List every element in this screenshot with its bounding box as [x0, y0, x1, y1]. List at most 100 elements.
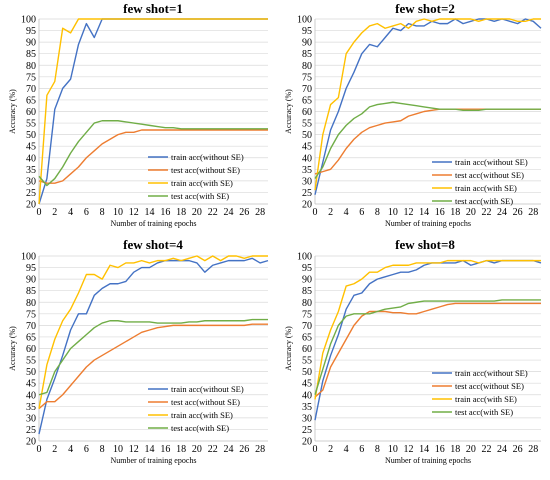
y-tick-label: 20 — [26, 200, 36, 211]
x-tick-label: 16 — [435, 207, 445, 218]
x-tick-label: 26 — [513, 207, 523, 218]
y-tick-label: 40 — [26, 153, 36, 164]
y-tick-label: 85 — [26, 49, 36, 60]
y-tick-label: 45 — [302, 142, 312, 153]
y-tick-label: 55 — [26, 356, 36, 367]
x-tick-label: 4 — [68, 207, 73, 218]
series-line-4 — [314, 299, 541, 395]
x-tick-label: 18 — [450, 207, 460, 218]
legend-label: train acc(without SE) — [455, 157, 528, 167]
y-tick-label: 30 — [302, 176, 312, 187]
y-tick-label: 50 — [302, 130, 312, 141]
series-line-4 — [38, 318, 268, 396]
y-tick-label: 80 — [302, 298, 312, 309]
y-tick-label: 35 — [302, 402, 312, 413]
y-tick-label: 25 — [302, 425, 312, 436]
y-tick-label: 60 — [26, 107, 36, 118]
x-tick-label: 14 — [145, 444, 155, 455]
x-tick-label: 2 — [52, 444, 57, 455]
y-tick-label: 55 — [302, 119, 312, 130]
x-tick-label: 18 — [450, 444, 460, 455]
x-axis-label: Number of training epochs — [111, 456, 197, 465]
chart-panel-1: few shot=1202530354045505560657075808590… — [8, 1, 268, 228]
y-tick-label: 85 — [26, 286, 36, 297]
series-line-1 — [38, 257, 269, 435]
y-tick-label: 60 — [26, 344, 36, 355]
chart-title: few shot=8 — [395, 237, 455, 252]
x-tick-label: 28 — [255, 444, 265, 455]
y-tick-label: 80 — [302, 61, 312, 72]
x-tick-label: 4 — [344, 207, 349, 218]
legend-label: train acc(with SE) — [455, 394, 517, 404]
series-line-4 — [38, 120, 268, 187]
legend-label: test acc(with SE) — [171, 191, 229, 201]
x-tick-label: 10 — [388, 444, 398, 455]
x-tick-label: 2 — [328, 444, 333, 455]
y-tick-label: 85 — [302, 286, 312, 297]
x-tick-label: 20 — [192, 207, 202, 218]
legend-label: train acc(without SE) — [455, 368, 528, 378]
y-tick-label: 75 — [26, 72, 36, 83]
x-tick-label: 24 — [224, 444, 234, 455]
x-tick-label: 20 — [466, 207, 476, 218]
legend-label: test acc(without SE) — [171, 397, 240, 407]
chart-panel-4: few shot=8202530354045505560657075808590… — [284, 237, 542, 465]
y-tick-label: 60 — [302, 344, 312, 355]
x-tick-label: 18 — [176, 444, 186, 455]
y-tick-label: 95 — [26, 263, 36, 274]
y-tick-label: 75 — [302, 72, 312, 83]
x-tick-label: 26 — [513, 444, 523, 455]
y-tick-label: 90 — [302, 275, 312, 286]
x-tick-label: 28 — [255, 207, 265, 218]
y-tick-label: 50 — [26, 130, 36, 141]
y-tick-label: 65 — [26, 332, 36, 343]
legend-label: test acc(without SE) — [455, 381, 524, 391]
y-tick-label: 20 — [26, 437, 36, 448]
y-tick-label: 45 — [26, 379, 36, 390]
x-axis-label: Number of training epochs — [385, 219, 471, 228]
legend: train acc(without SE) test acc(without SE… — [148, 152, 244, 201]
y-tick-label: 40 — [302, 153, 312, 164]
x-tick-label: 20 — [466, 444, 476, 455]
y-tick-label: 25 — [302, 188, 312, 199]
x-tick-label: 10 — [113, 444, 123, 455]
x-tick-label: 4 — [68, 444, 73, 455]
legend-label: test acc(with SE) — [455, 407, 513, 417]
x-tick-label: 14 — [419, 444, 429, 455]
series-line-3 — [314, 259, 541, 400]
y-tick-label: 70 — [302, 321, 312, 332]
x-tick-label: 14 — [419, 207, 429, 218]
legend-label: test acc(without SE) — [455, 170, 524, 180]
x-tick-label: 6 — [84, 207, 89, 218]
x-tick-label: 6 — [359, 207, 364, 218]
y-tick-label: 80 — [26, 61, 36, 72]
y-tick-label: 95 — [302, 26, 312, 37]
x-axis-label: Number of training epochs — [111, 219, 197, 228]
y-tick-label: 50 — [26, 367, 36, 378]
y-tick-label: 55 — [302, 356, 312, 367]
y-tick-label: 90 — [302, 38, 312, 49]
y-tick-label: 60 — [302, 107, 312, 118]
y-tick-label: 55 — [26, 119, 36, 130]
series-line-3 — [314, 18, 541, 191]
series-line-2 — [314, 302, 541, 398]
y-tick-label: 30 — [26, 413, 36, 424]
series-line-3 — [38, 255, 268, 409]
x-tick-label: 24 — [497, 207, 507, 218]
x-tick-label: 8 — [375, 207, 380, 218]
y-tick-label: 50 — [302, 367, 312, 378]
y-axis-label: Accuracy (%) — [8, 326, 17, 371]
y-tick-label: 70 — [26, 84, 36, 95]
y-tick-label: 35 — [302, 165, 312, 176]
x-tick-label: 8 — [100, 207, 105, 218]
y-tick-label: 30 — [302, 413, 312, 424]
x-tick-label: 22 — [208, 207, 218, 218]
chart-title: few shot=4 — [123, 237, 183, 252]
y-tick-label: 70 — [26, 321, 36, 332]
x-tick-label: 0 — [37, 207, 42, 218]
y-tick-label: 30 — [26, 176, 36, 187]
y-tick-label: 65 — [302, 95, 312, 106]
x-tick-label: 22 — [208, 444, 218, 455]
x-tick-label: 16 — [435, 444, 445, 455]
legend: train acc(without SE) test acc(without SE… — [432, 368, 528, 417]
